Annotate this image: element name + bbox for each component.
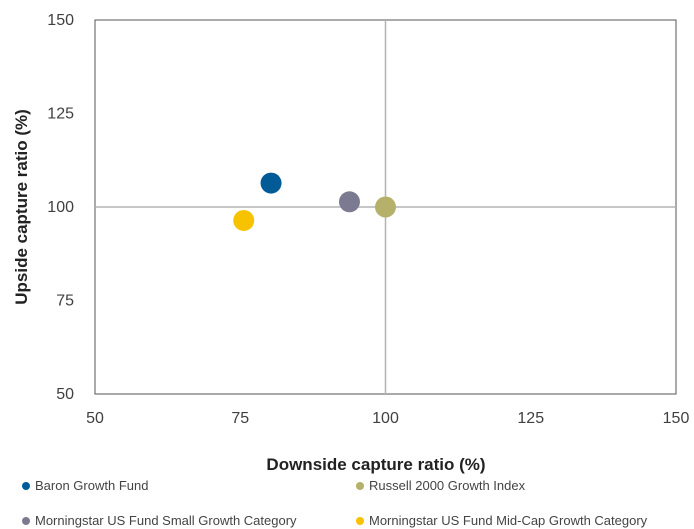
legend-marker xyxy=(356,481,364,490)
y-tick-label: 150 xyxy=(47,12,74,29)
legend-marker xyxy=(356,516,364,525)
data-point-0 xyxy=(260,172,282,194)
x-axis-title: Downside capture ratio (%) xyxy=(266,455,485,474)
legend-label: Morningstar US Fund Small Growth Categor… xyxy=(35,513,297,528)
x-axis-ticks: 50 75 100 125 150 xyxy=(86,410,689,427)
y-tick-label: 50 xyxy=(56,386,74,403)
legend-item-russell-2000-growth-index: Russell 2000 Growth Index xyxy=(356,478,525,493)
y-axis-ticks: 50 75 100 125 150 xyxy=(47,12,74,403)
data-point-3 xyxy=(233,209,255,231)
legend-item-baron-growth-fund: Baron Growth Fund xyxy=(22,478,148,493)
y-tick-label: 75 xyxy=(56,293,74,310)
legend-marker xyxy=(22,516,30,525)
data-points xyxy=(233,172,396,231)
y-tick-label: 125 xyxy=(47,106,74,123)
legend-item-small-growth-category: Morningstar US Fund Small Growth Categor… xyxy=(22,513,297,528)
legend-marker xyxy=(22,481,30,490)
x-tick-label: 50 xyxy=(86,410,104,427)
data-point-1 xyxy=(375,196,396,218)
x-tick-label: 100 xyxy=(372,410,399,427)
data-point-2 xyxy=(338,191,360,213)
legend-item-mid-cap-growth-category: Morningstar US Fund Mid-Cap Growth Categ… xyxy=(356,513,647,528)
x-tick-label: 125 xyxy=(517,410,544,427)
y-axis-title: Upside capture ratio (%) xyxy=(12,109,31,305)
legend-label: Russell 2000 Growth Index xyxy=(369,478,526,493)
x-tick-label: 150 xyxy=(663,410,690,427)
legend-label: Morningstar US Fund Mid-Cap Growth Categ… xyxy=(369,513,648,528)
legend-label: Baron Growth Fund xyxy=(35,478,149,493)
x-tick-label: 75 xyxy=(231,410,249,427)
y-tick-label: 100 xyxy=(47,199,74,216)
